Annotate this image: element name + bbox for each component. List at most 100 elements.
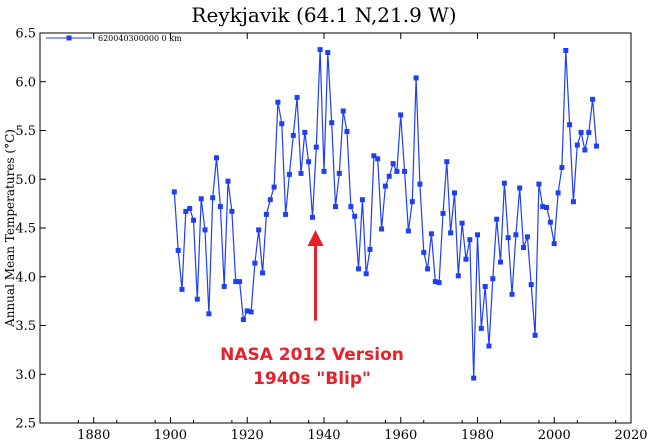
data-point [398,112,404,118]
data-point [210,195,216,201]
data-point [471,375,477,381]
data-point [501,180,507,186]
data-point [540,204,546,210]
data-point [559,165,565,170]
x-tick-label: 1900 [154,428,187,443]
data-point [574,142,580,148]
data-point [275,99,281,105]
data-point [336,170,342,176]
data-point [271,184,277,190]
data-point [528,282,534,288]
data-point [348,204,354,210]
data-point [578,129,584,135]
y-tick-label: 4.5 [15,222,36,237]
data-point [198,196,204,202]
data-point [359,197,365,203]
data-point [371,153,377,159]
data-point [509,291,515,297]
data-point [279,121,285,127]
data-point [482,284,488,289]
data-point [340,108,346,114]
data-point [444,159,450,165]
data-point [590,96,596,102]
data-point [356,266,361,272]
data-point [517,185,523,191]
data-point [402,168,408,174]
data-point [229,208,235,214]
data-point [263,211,269,217]
x-tick-label: 1960 [384,428,417,443]
y-tick-label: 6.0 [15,75,36,90]
series-markers [171,47,599,381]
axis-ticks [39,32,632,424]
legend: 620040300000 0 km [46,34,182,43]
data-point [382,183,388,189]
legend-marker [66,35,72,41]
y-tick-label: 4.0 [15,270,36,285]
data-point [486,343,492,349]
data-point [475,232,480,238]
y-tick-labels: 2.5 3.0 3.5 4.0 4.5 5.0 5.5 6.0 6.5 [15,27,36,432]
data-point [478,325,484,331]
annotation-text-line-1: NASA 2012 Version [220,345,404,365]
data-point [563,48,569,53]
data-point [463,256,469,262]
data-point [417,181,423,187]
data-point [547,219,553,225]
data-point [298,170,304,176]
y-axis-label: Annual Mean Temperatures (°C) [3,129,17,328]
legend-label: 620040300000 0 km [98,34,182,43]
data-point [405,228,411,234]
data-point [302,129,308,135]
data-point [194,296,200,302]
data-point [344,129,350,134]
data-point [582,147,588,153]
x-tick-label: 1920 [231,428,264,443]
data-point [206,311,212,317]
data-point [379,226,385,232]
x-tick-label: 2020 [614,428,647,443]
data-point [421,249,427,255]
data-point [214,155,219,161]
data-point [551,241,557,247]
data-point [425,266,431,272]
data-point [240,317,246,323]
data-point [532,332,538,338]
y-tick-label: 5.5 [15,124,36,139]
data-point [544,205,550,210]
data-point [452,190,457,196]
data-point [294,94,300,100]
data-point [175,247,181,253]
data-point [413,75,419,81]
data-point [586,129,592,135]
data-point [513,232,519,238]
data-point [455,273,461,279]
data-point [440,210,446,216]
data-point [260,270,266,276]
data-point [459,220,465,226]
data-point [390,161,396,167]
y-tick-label: 3.5 [15,319,36,334]
data-point [283,211,289,217]
y-tick-label: 2.5 [15,417,36,432]
x-tick-label: 1940 [307,428,340,443]
series-line [173,49,598,379]
data-point [313,144,319,150]
y-tick-label: 3.0 [15,368,36,383]
data-point [524,234,530,240]
y-tick-label: 5.0 [15,173,36,188]
data-point [505,235,511,241]
y-tick-label: 6.5 [15,27,36,42]
data-point [244,308,250,314]
data-point [202,227,208,233]
data-point [594,143,599,149]
data-point [428,231,434,237]
data-point [321,168,327,174]
data-point [498,259,503,265]
x-tick-label: 1980 [461,428,494,443]
x-tick-label: 1880 [77,428,110,443]
data-point [536,181,542,187]
data-point [367,246,373,252]
data-point [317,47,323,53]
